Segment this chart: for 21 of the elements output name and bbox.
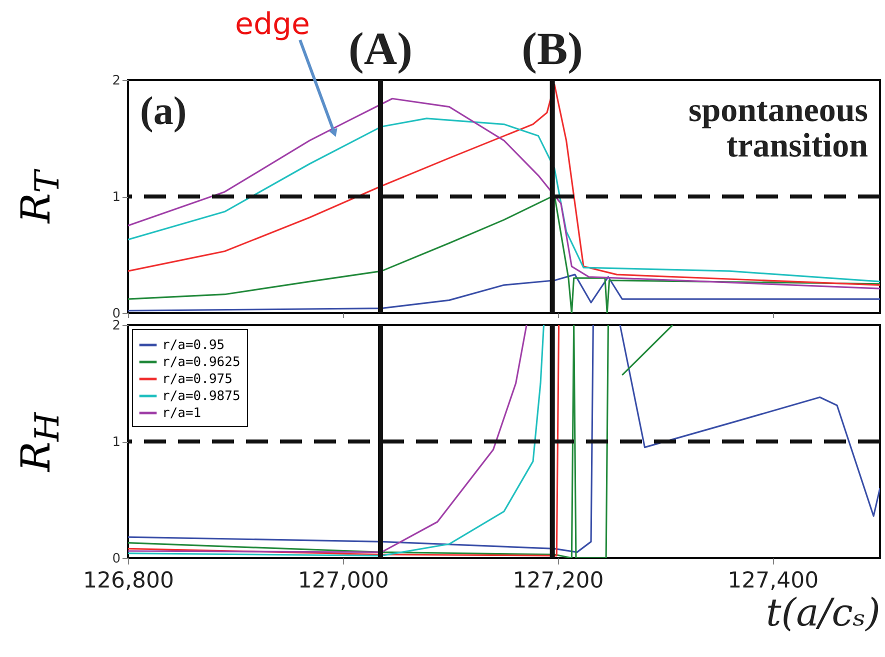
annotation: spontaneous transition — [688, 92, 868, 165]
y-tick-label: 2 — [112, 318, 120, 334]
x-tick-label: 126,800 — [83, 568, 174, 594]
x-axis-title: t(a/cₛ) — [766, 590, 880, 634]
ref-line-label: (A) — [348, 23, 412, 74]
legend-label: r/a=0.975 — [162, 372, 232, 387]
y-tick-label: 1 — [112, 435, 120, 450]
legend-label: r/a=1 — [162, 406, 202, 421]
legend-label: r/a=0.95 — [162, 338, 225, 353]
ref-line-label: (B) — [522, 23, 584, 74]
annotation: (a) — [140, 88, 187, 133]
x-tick-label: 127,200 — [512, 568, 604, 594]
legend-label: r/a=0.9875 — [162, 389, 240, 404]
x-tick-label: 127,000 — [298, 568, 389, 594]
y-tick-label: 2 — [112, 74, 120, 88]
text: edge — [235, 7, 310, 42]
y-tick-label: 1 — [112, 190, 120, 205]
y-tick-label: 0 — [112, 306, 120, 322]
y-tick-label: 0 — [112, 552, 120, 566]
x-tick-label: 127,400 — [728, 568, 819, 594]
legend-label: r/a=0.9625 — [162, 355, 240, 370]
